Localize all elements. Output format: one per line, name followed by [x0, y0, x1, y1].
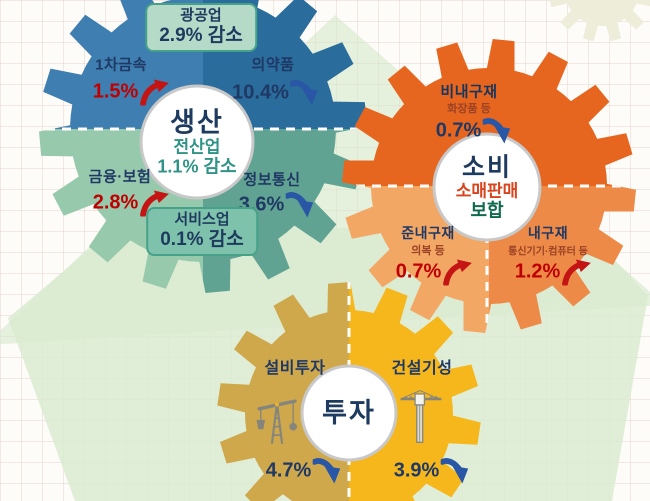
tower-crane-icon: [398, 388, 444, 444]
finance-insurance-value-row: 2.8%: [92, 190, 170, 218]
pharma-label: 의약품: [251, 56, 295, 74]
up-trend-arrow-icon: [442, 259, 472, 287]
badge-label: 서비스업: [174, 211, 230, 228]
up-trend-arrow-icon: [139, 190, 169, 218]
investment-hub-circle: [300, 364, 398, 462]
pharma-value-row: 10.4%: [232, 80, 320, 107]
semidurables-sublabel: 의복 등: [411, 245, 445, 257]
badge-label: 광공업: [180, 7, 222, 24]
facility-investment-value: 4.7%: [265, 459, 312, 482]
pharma-value: 10.4%: [232, 81, 289, 104]
construction-value-row: 3.9%: [394, 458, 471, 485]
consumption-subtitle: 소매판매: [455, 181, 519, 201]
nondurables-label: 비내구재: [440, 83, 498, 101]
primary-metal-value-row: 1.5%: [92, 79, 170, 107]
down-trend-arrow-icon: [288, 80, 320, 107]
production-services-badge: 서비스업 0.1% 감소: [146, 207, 258, 256]
info-comm-label: 정보통신: [243, 171, 301, 189]
production-hub-text: 생산 전산업 1.1% 감소: [157, 107, 236, 176]
down-trend-arrow-icon: [284, 192, 315, 219]
durables-value: 1.2%: [514, 260, 561, 283]
nondurables-value-row: 0.7%: [436, 118, 513, 145]
construction-value: 3.9%: [393, 459, 440, 482]
down-trend-arrow-icon: [311, 458, 342, 485]
badge-value: 0.1% 감소: [160, 229, 244, 250]
facility-investment-label: 설비투자: [264, 360, 326, 377]
production-subtitle: 전산업: [173, 137, 221, 157]
primary-metal-value: 1.5%: [92, 80, 139, 103]
finance-insurance-value: 2.8%: [92, 191, 139, 214]
production-title: 생산: [170, 107, 224, 138]
primary-metal-label: 1차금속: [95, 56, 147, 74]
semidurables-label: 준내구재: [401, 225, 455, 241]
up-trend-arrow-icon: [561, 259, 591, 287]
construction-label: 건설기성: [391, 360, 453, 377]
investment-hub-text: 투자: [322, 398, 376, 428]
down-trend-arrow-icon: [439, 458, 470, 485]
production-hub-circle: [139, 84, 255, 200]
durables-value-row: 1.2%: [514, 259, 592, 287]
down-trend-arrow-icon: [481, 118, 512, 145]
production-mining-badge: 광공업 2.9% 감소: [145, 3, 257, 52]
consumption-title: 소비: [461, 153, 512, 182]
durables-sublabel: 통신기기·컴퓨터 등: [508, 246, 588, 258]
consumption-change: 보합: [470, 200, 504, 221]
production-change: 1.1% 감소: [157, 156, 237, 177]
oil-derrick-icon: [254, 393, 300, 446]
decorative-gear-silhouette: [549, 0, 650, 42]
semidurables-value: 0.7%: [395, 260, 442, 283]
investment-title: 투자: [322, 397, 376, 428]
nondurables-value: 0.7%: [435, 119, 482, 142]
consumption-hub-circle: [432, 132, 542, 242]
nondurables-sublabel: 화장품 등: [447, 103, 491, 115]
consumption-hub-text: 소비 소매판매 보합: [456, 153, 519, 220]
finance-insurance-label: 금융·보험: [88, 168, 152, 186]
durables-label: 내구재: [527, 225, 569, 241]
badge-value: 2.9% 감소: [159, 25, 243, 46]
semidurables-value-row: 0.7%: [395, 259, 473, 287]
up-trend-arrow-icon: [139, 79, 169, 107]
facility-investment-value-row: 4.7%: [266, 458, 343, 485]
